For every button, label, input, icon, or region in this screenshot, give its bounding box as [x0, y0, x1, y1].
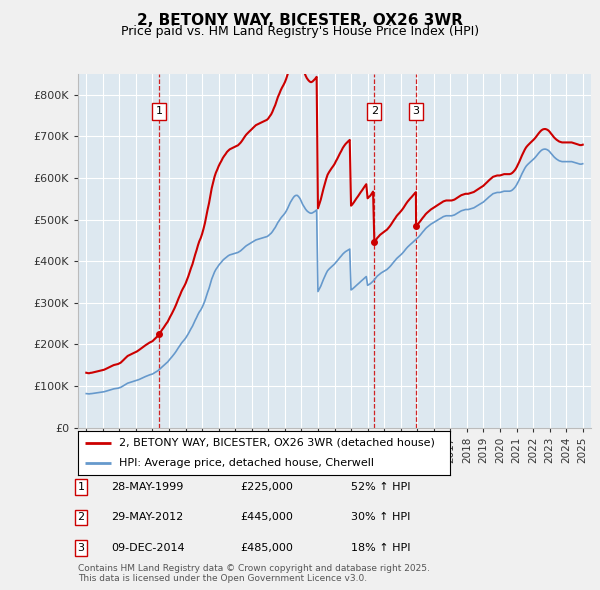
Text: 2, BETONY WAY, BICESTER, OX26 3WR (detached house): 2, BETONY WAY, BICESTER, OX26 3WR (detac… [119, 438, 435, 448]
Text: 29-MAY-2012: 29-MAY-2012 [111, 513, 183, 522]
Text: 1: 1 [77, 482, 85, 491]
Text: £485,000: £485,000 [240, 543, 293, 553]
Text: 2: 2 [371, 106, 378, 116]
Text: 2: 2 [77, 513, 85, 522]
Text: Contains HM Land Registry data © Crown copyright and database right 2025.
This d: Contains HM Land Registry data © Crown c… [78, 563, 430, 583]
Text: Price paid vs. HM Land Registry's House Price Index (HPI): Price paid vs. HM Land Registry's House … [121, 25, 479, 38]
Text: 3: 3 [413, 106, 419, 116]
Text: HPI: Average price, detached house, Cherwell: HPI: Average price, detached house, Cher… [119, 458, 374, 468]
Text: 2, BETONY WAY, BICESTER, OX26 3WR: 2, BETONY WAY, BICESTER, OX26 3WR [137, 13, 463, 28]
Text: 1: 1 [156, 106, 163, 116]
Text: 18% ↑ HPI: 18% ↑ HPI [351, 543, 410, 553]
Text: 28-MAY-1999: 28-MAY-1999 [111, 482, 184, 491]
Text: £445,000: £445,000 [240, 513, 293, 522]
Text: 09-DEC-2014: 09-DEC-2014 [111, 543, 185, 553]
Text: 3: 3 [77, 543, 85, 553]
Text: 52% ↑ HPI: 52% ↑ HPI [351, 482, 410, 491]
Text: 30% ↑ HPI: 30% ↑ HPI [351, 513, 410, 522]
Text: £225,000: £225,000 [240, 482, 293, 491]
